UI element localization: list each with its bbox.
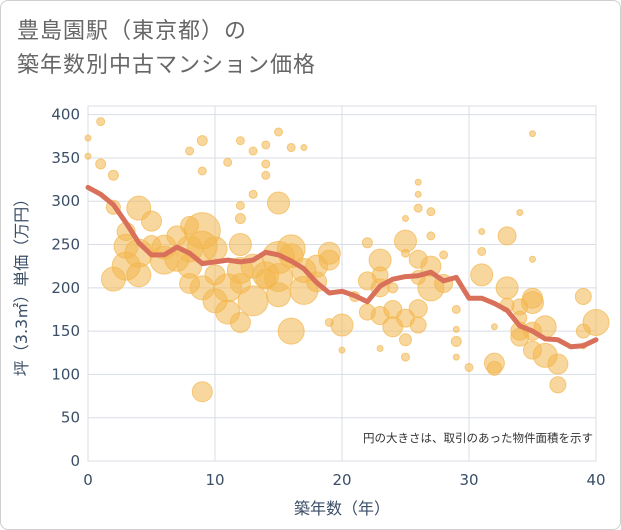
bubble-point — [439, 250, 449, 260]
bubble-point — [318, 249, 340, 271]
bubble-point — [330, 313, 354, 337]
bubble-point — [261, 140, 271, 150]
bubble-point — [361, 237, 373, 249]
bubble-point — [414, 178, 422, 186]
bubble-point — [228, 233, 252, 257]
bubble-point — [223, 157, 233, 167]
bubble-point — [414, 190, 422, 198]
bubble-point — [266, 282, 291, 308]
y-tick-label: 0 — [70, 452, 80, 470]
bubble-point — [497, 226, 517, 246]
bubble-point — [529, 130, 536, 138]
bubble-point — [464, 362, 474, 372]
x-tick-label: 0 — [83, 471, 93, 489]
bubble-point — [387, 282, 399, 294]
bubble-point — [197, 166, 207, 176]
bubble-point — [141, 210, 162, 232]
y-tick-label: 200 — [51, 279, 80, 297]
bubble-point — [582, 308, 610, 336]
bubble-point — [235, 136, 245, 146]
bubble-layer — [84, 117, 610, 403]
bubble-point — [248, 189, 258, 199]
y-tick-label: 100 — [51, 365, 80, 383]
chart-title-line1: 豊島園駅（東京都）の — [17, 19, 248, 44]
size-legend-note: 円の大きさは、取引のあった物件面積を示す — [363, 431, 593, 445]
bubble-point — [549, 376, 567, 394]
x-tick-label: 10 — [205, 471, 224, 489]
y-tick-labels: 0 50 100 150 200 250 300 350 400 — [51, 106, 80, 470]
bubble-point — [126, 262, 152, 288]
y-tick-label: 250 — [51, 236, 80, 254]
bubble-point — [286, 143, 296, 153]
bubble-point — [402, 215, 409, 223]
bubble-point — [96, 117, 106, 127]
x-tick-label: 30 — [459, 471, 478, 489]
x-tick-label: 40 — [586, 471, 605, 489]
bubble-point — [478, 228, 486, 236]
bubble-point — [107, 169, 119, 181]
bubble-point — [574, 287, 592, 305]
bubble-point — [401, 248, 410, 258]
bubble-point — [229, 311, 251, 333]
bubble-point — [451, 304, 461, 314]
bubble-point — [426, 231, 436, 241]
bubble-point — [477, 246, 487, 256]
bubble-point — [261, 159, 271, 169]
bubble-point — [486, 360, 502, 376]
y-tick-label: 350 — [51, 149, 80, 167]
bubble-point — [185, 146, 195, 156]
bubble-point — [408, 299, 428, 319]
y-tick-label: 50 — [61, 409, 80, 427]
y-tick-label: 300 — [51, 192, 80, 210]
bubble-point — [95, 158, 107, 170]
bubble-point — [196, 135, 208, 147]
bubble-point — [376, 344, 384, 352]
bubble-point — [235, 201, 245, 211]
bubble-point — [267, 191, 290, 215]
x-tick-label: 20 — [332, 471, 351, 489]
bubble-point — [516, 209, 524, 216]
bubble-point — [413, 203, 423, 213]
bubble-point — [191, 381, 213, 403]
bubble-point — [547, 353, 569, 375]
bubble-point — [234, 213, 246, 225]
y-tick-label: 400 — [51, 106, 80, 124]
x-axis-label: 築年数（年） — [294, 499, 390, 518]
chart-title-line2: 築年数別中古マンション価格 — [17, 53, 317, 78]
bubble-point — [452, 353, 460, 361]
bubble-point — [450, 336, 462, 348]
bubble-point — [490, 323, 498, 331]
bubble-point — [401, 352, 410, 362]
bubble-point — [521, 291, 544, 315]
bubble-point — [84, 134, 92, 142]
bubble-point — [202, 236, 228, 262]
bubble-point — [261, 170, 271, 180]
bubble-point — [529, 255, 536, 263]
bubble-point — [399, 333, 412, 347]
bubble-point — [409, 316, 427, 334]
x-tick-labels: 0 10 20 30 40 — [83, 471, 605, 489]
bubble-point — [274, 127, 283, 137]
bubble-point — [84, 152, 92, 160]
bubble-point — [277, 317, 305, 345]
average-price-line — [85, 184, 599, 350]
bubble-point — [338, 346, 346, 354]
bubble-point — [300, 144, 308, 152]
y-axis-label: 坪（3.3㎡）単価（万円） — [12, 191, 31, 376]
bubble-point — [426, 207, 436, 217]
grid — [87, 105, 597, 462]
bubble-point — [248, 146, 258, 156]
bubble-point — [470, 263, 494, 287]
chart-title: 豊島園駅（東京都）の 築年数別中古マンション価格 — [17, 15, 316, 83]
y-tick-label: 150 — [51, 322, 80, 340]
bubble-point — [495, 276, 519, 300]
bubble-point — [237, 285, 269, 317]
bubble-point — [452, 325, 460, 333]
